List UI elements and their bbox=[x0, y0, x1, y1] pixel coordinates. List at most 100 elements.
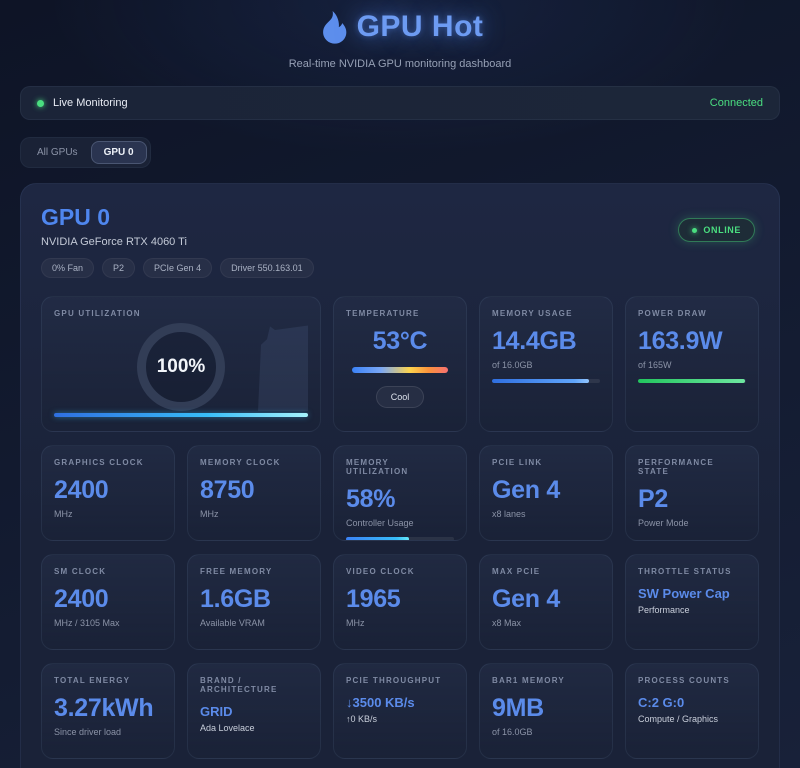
app-subtitle: Real-time NVIDIA GPU monitoring dashboar… bbox=[288, 58, 512, 70]
max-pcie-value: Gen 4 bbox=[492, 585, 560, 613]
online-dot-icon bbox=[692, 227, 698, 233]
power-draw-bar bbox=[638, 379, 746, 383]
driver-badge: Driver 550.163.01 bbox=[220, 258, 314, 278]
card-video-clock: VIDEO CLOCK 1965 MHz bbox=[333, 554, 467, 650]
card-pcie-throughput: PCIE THROUGHPUT ↓3500 KB/s ↑0 KB/s bbox=[333, 663, 467, 759]
sm-clock-sub: MHz / 3105 Max bbox=[54, 618, 120, 628]
sm-clock-value: 2400 bbox=[54, 585, 109, 613]
live-monitoring-label: Live Monitoring bbox=[53, 97, 128, 109]
online-label: ONLINE bbox=[703, 225, 741, 235]
brand-value: GRID bbox=[200, 704, 233, 719]
card-brand-architecture: BRAND / ARCHITECTURE GRID Ada Lovelace bbox=[187, 663, 321, 759]
flame-icon bbox=[317, 10, 347, 44]
card-label: BAR1 MEMORY bbox=[492, 676, 565, 685]
bar1-memory-sub: of 16.0GB bbox=[492, 727, 533, 737]
temperature-gradient-bar bbox=[352, 367, 448, 373]
card-bar1-memory: BAR1 MEMORY 9MB of 16.0GB bbox=[479, 663, 613, 759]
card-label: TOTAL ENERGY bbox=[54, 676, 131, 685]
card-label: POWER DRAW bbox=[638, 309, 707, 318]
memory-clock-sub: MHz bbox=[200, 509, 219, 519]
card-label: PCIE THROUGHPUT bbox=[346, 676, 442, 685]
gpu-title: GPU 0 bbox=[41, 204, 111, 230]
live-monitoring-bar: Live Monitoring Connected bbox=[20, 86, 780, 120]
card-label: MEMORY USAGE bbox=[492, 309, 573, 318]
card-process-counts: PROCESS COUNTS C:2 G:0 Compute / Graphic… bbox=[625, 663, 759, 759]
pcie-link-sub: x8 lanes bbox=[492, 509, 526, 519]
performance-state-value: P2 bbox=[638, 485, 668, 513]
card-label: TEMPERATURE bbox=[346, 309, 420, 318]
card-throttle-status: THROTTLE STATUS SW Power Cap Performance bbox=[625, 554, 759, 650]
tab-all-gpus[interactable]: All GPUs bbox=[37, 147, 78, 158]
card-memory-utilization: MEMORY UTILIZATION 58% Controller Usage bbox=[333, 445, 467, 541]
power-draw-value: 163.9W bbox=[638, 327, 723, 355]
memory-usage-value: 14.4GB bbox=[492, 327, 577, 355]
max-pcie-sub: x8 Max bbox=[492, 618, 522, 628]
live-status-dot-icon bbox=[37, 99, 44, 107]
free-memory-sub: Available VRAM bbox=[200, 618, 265, 628]
video-clock-value: 1965 bbox=[346, 585, 401, 613]
card-performance-state: PERFORMANCE STATE P2 Power Mode bbox=[625, 445, 759, 541]
performance-state-sub: Power Mode bbox=[638, 518, 689, 528]
card-label: MAX PCIE bbox=[492, 567, 541, 576]
card-label: BRAND / ARCHITECTURE bbox=[200, 676, 278, 694]
total-energy-value: 3.27kWh bbox=[54, 694, 154, 722]
bar1-memory-value: 9MB bbox=[492, 694, 544, 722]
card-label: MEMORY UTILIZATION bbox=[346, 458, 409, 476]
metric-grid: GPU UTILIZATION 100% TEMPERATURE 53°C Co… bbox=[41, 296, 759, 759]
pcie-tx-value: ↑0 KB/s bbox=[346, 714, 378, 724]
video-clock-sub: MHz bbox=[346, 618, 365, 628]
app-title: GPU Hot bbox=[356, 10, 484, 43]
card-max-pcie: MAX PCIE Gen 4 x8 Max bbox=[479, 554, 613, 650]
gpu-tabs: All GPUs GPU 0 bbox=[20, 137, 151, 168]
card-power-draw: POWER DRAW 163.9W of 165W bbox=[625, 296, 759, 432]
connection-status: Connected bbox=[709, 97, 763, 109]
graphics-clock-value: 2400 bbox=[54, 476, 109, 504]
pstate-badge: P2 bbox=[102, 258, 136, 278]
process-counts-sub: Compute / Graphics bbox=[638, 714, 719, 724]
process-counts-value: C:2 G:0 bbox=[638, 695, 685, 710]
graphics-clock-sub: MHz bbox=[54, 509, 73, 519]
memory-utilization-value: 58% bbox=[346, 485, 396, 513]
temperature-badge: Cool bbox=[375, 386, 425, 408]
gpu-panel: GPU 0 NVIDIA GeForce RTX 4060 Ti 0% Fan … bbox=[20, 183, 780, 768]
card-temperature: TEMPERATURE 53°C Cool bbox=[333, 296, 467, 432]
page-header: GPU Hot Real-time NVIDIA GPU monitoring … bbox=[0, 0, 800, 70]
utilization-gauge: 100% bbox=[137, 323, 225, 411]
card-pcie-link: PCIE LINK Gen 4 x8 lanes bbox=[479, 445, 613, 541]
card-label: VIDEO CLOCK bbox=[346, 567, 415, 576]
pcie-badge: PCIe Gen 4 bbox=[143, 258, 213, 278]
power-draw-sub: of 165W bbox=[638, 360, 672, 370]
card-label: FREE MEMORY bbox=[200, 567, 273, 576]
pcie-rx-value: ↓3500 KB/s bbox=[346, 695, 415, 710]
card-memory-clock: MEMORY CLOCK 8750 MHz bbox=[187, 445, 321, 541]
pcie-link-value: Gen 4 bbox=[492, 476, 560, 504]
card-gpu-utilization: GPU UTILIZATION 100% bbox=[41, 296, 321, 432]
card-label: MEMORY CLOCK bbox=[200, 458, 281, 467]
total-energy-sub: Since driver load bbox=[54, 727, 122, 737]
card-label: PCIE LINK bbox=[492, 458, 543, 467]
architecture-sub: Ada Lovelace bbox=[200, 723, 255, 733]
card-total-energy: TOTAL ENERGY 3.27kWh Since driver load bbox=[41, 663, 175, 759]
memory-clock-value: 8750 bbox=[200, 476, 255, 504]
card-graphics-clock: GRAPHICS CLOCK 2400 MHz bbox=[41, 445, 175, 541]
card-label: THROTTLE STATUS bbox=[638, 567, 732, 576]
card-label: PERFORMANCE STATE bbox=[638, 458, 714, 476]
utilization-value: 100% bbox=[156, 356, 206, 377]
card-label: SM CLOCK bbox=[54, 567, 107, 576]
memory-utilization-bar bbox=[346, 537, 454, 540]
memory-utilization-sub: Controller Usage bbox=[346, 518, 414, 528]
memory-usage-bar bbox=[492, 379, 600, 383]
online-status-badge: ONLINE bbox=[678, 218, 755, 242]
card-label: GRAPHICS CLOCK bbox=[54, 458, 144, 467]
fan-badge: 0% Fan bbox=[41, 258, 95, 278]
throttle-status-sub: Performance bbox=[638, 605, 690, 615]
card-label: GPU UTILIZATION bbox=[54, 309, 141, 318]
card-free-memory: FREE MEMORY 1.6GB Available VRAM bbox=[187, 554, 321, 650]
gpu-name: NVIDIA GeForce RTX 4060 Ti bbox=[41, 236, 187, 248]
temperature-value: 53°C bbox=[372, 327, 428, 355]
free-memory-value: 1.6GB bbox=[200, 585, 271, 613]
utilization-bar bbox=[54, 413, 308, 417]
card-label: PROCESS COUNTS bbox=[638, 676, 730, 685]
card-sm-clock: SM CLOCK 2400 MHz / 3105 Max bbox=[41, 554, 175, 650]
tab-gpu-0[interactable]: GPU 0 bbox=[90, 141, 147, 164]
